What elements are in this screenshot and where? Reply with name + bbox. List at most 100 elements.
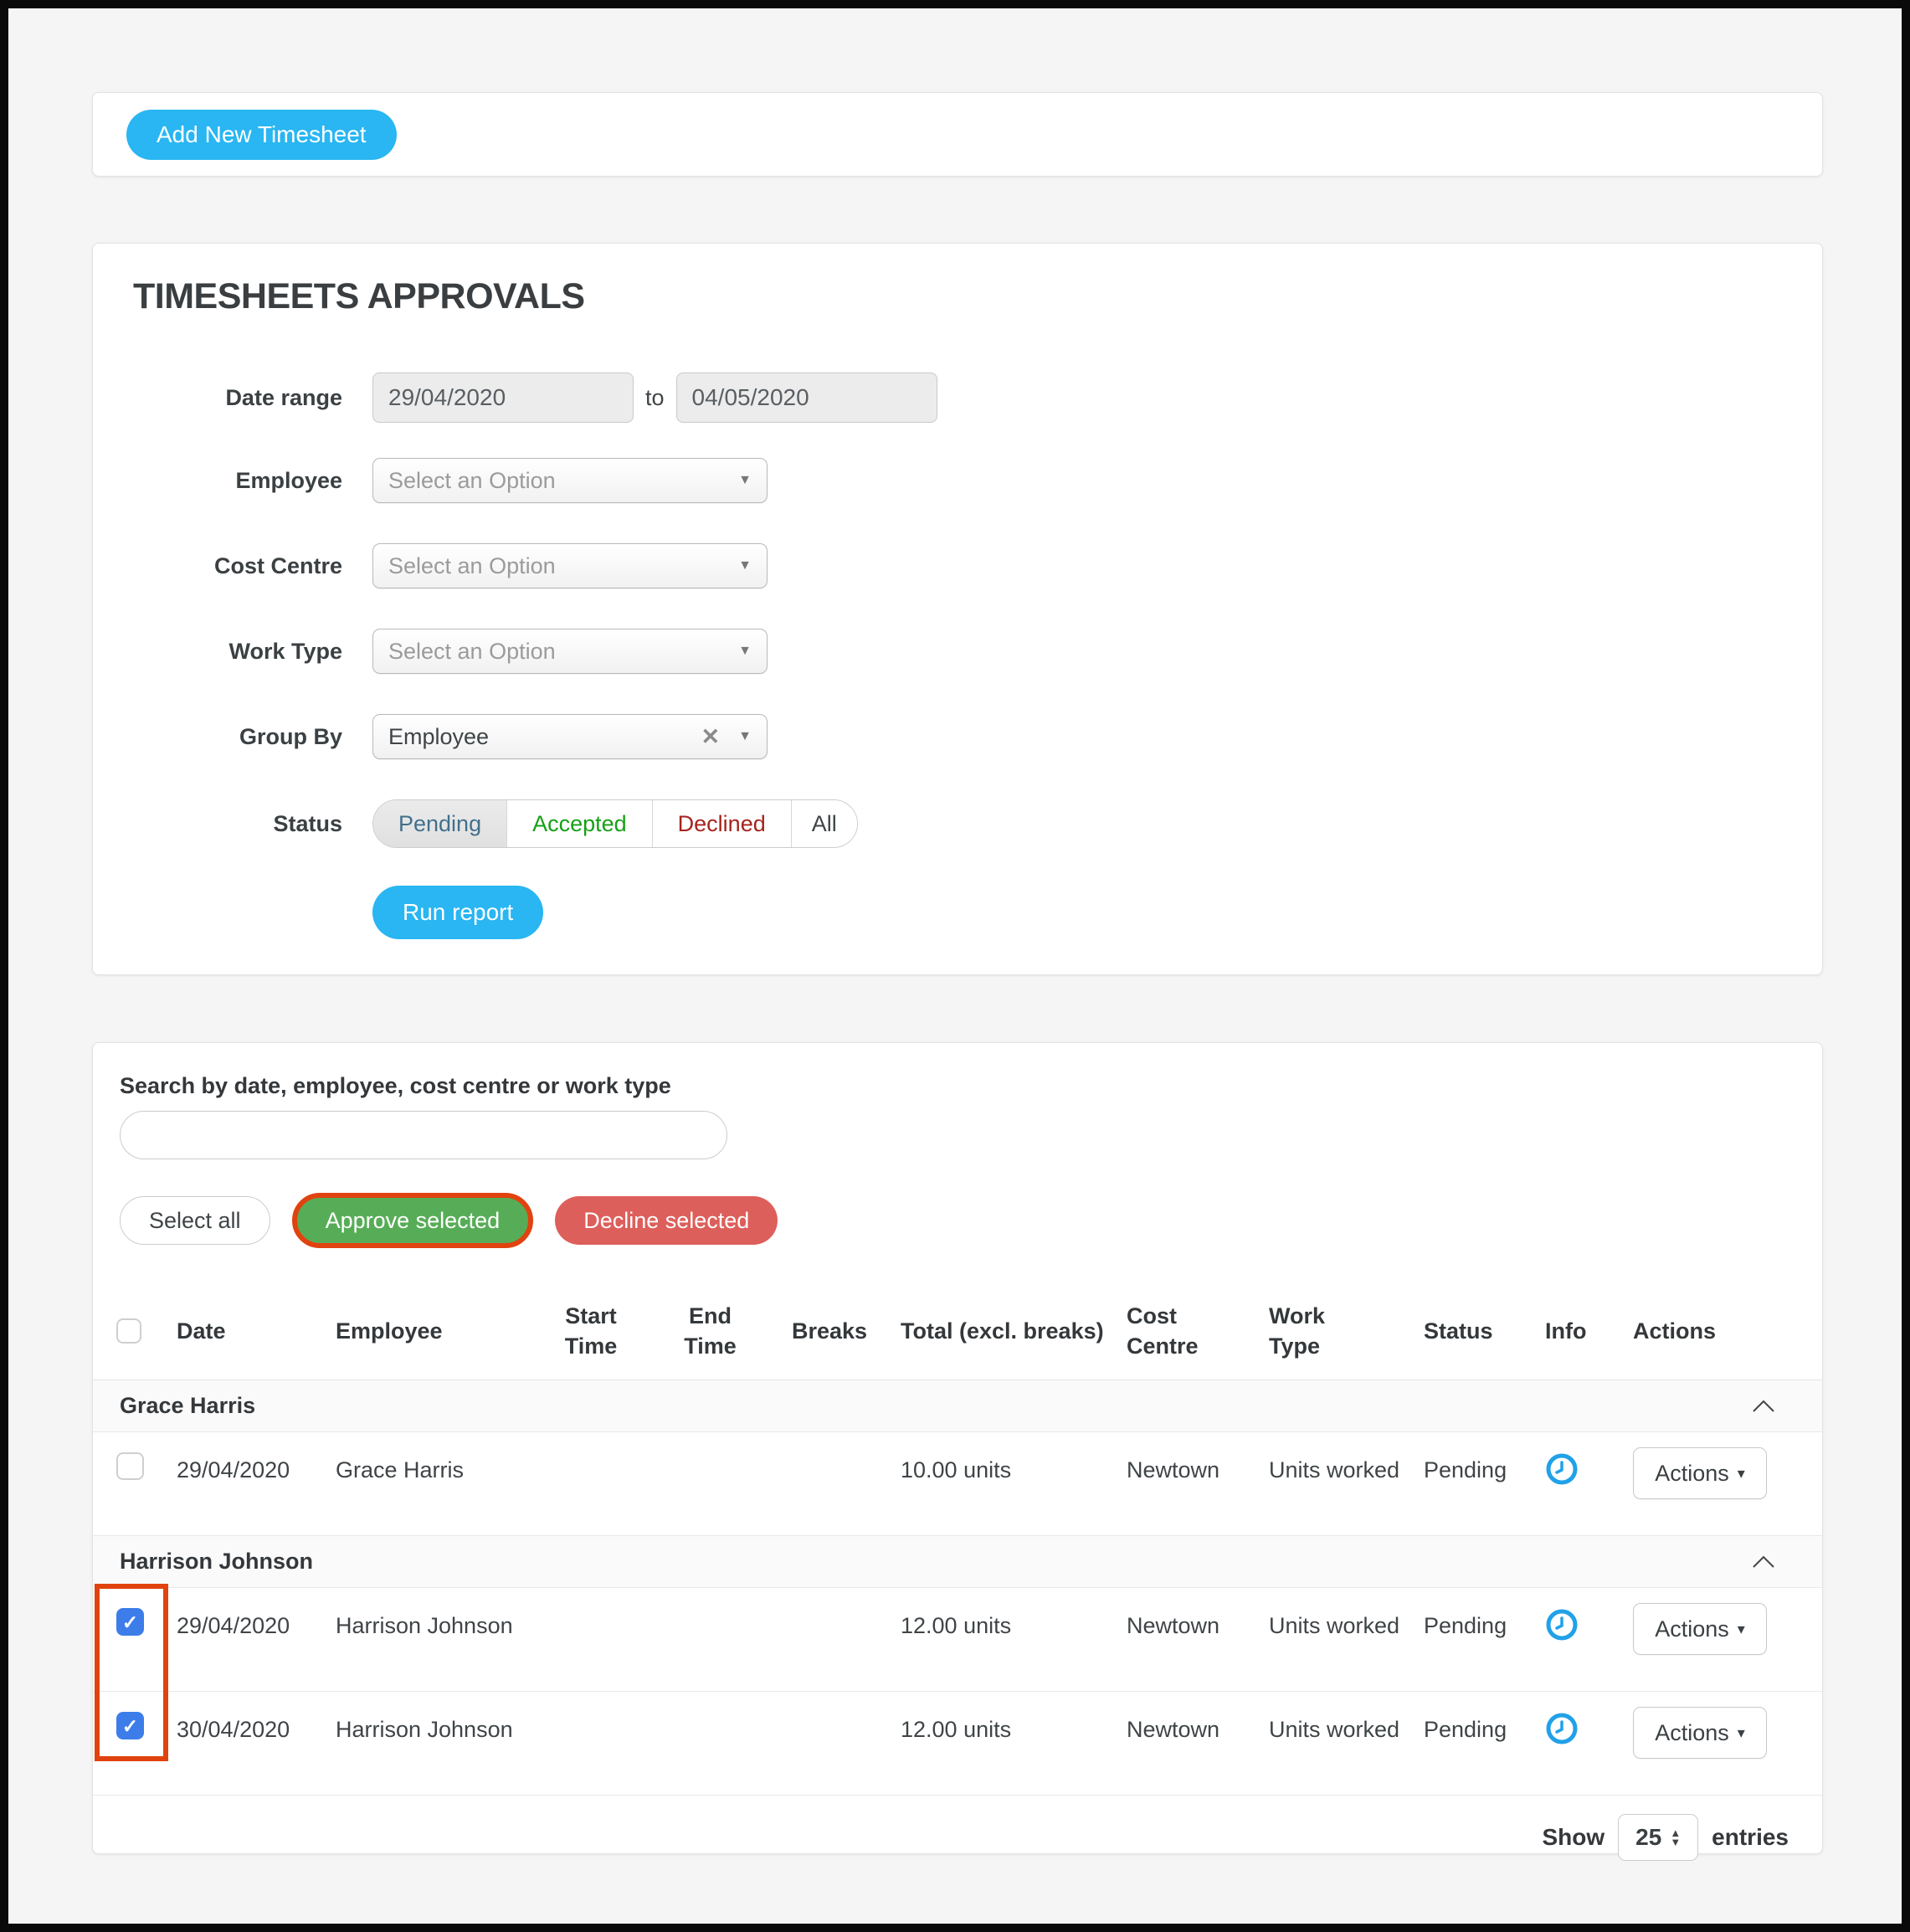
clear-icon[interactable]: ✕	[701, 723, 721, 749]
work-type-select-placeholder: Select an Option	[388, 638, 556, 664]
cell-end-time	[662, 1588, 775, 1691]
group-name: Grace Harris	[120, 1393, 256, 1418]
chevron-down-icon: ▼	[738, 473, 752, 487]
status-option-pending[interactable]: Pending	[373, 800, 507, 847]
table-row: 29/04/2020 Grace Harris 10.00 units Newt…	[93, 1432, 1822, 1536]
date-range-label: Date range	[225, 384, 342, 410]
cell-end-time	[662, 1432, 775, 1535]
employee-label: Employee	[235, 467, 342, 493]
chevron-up-icon	[1753, 1400, 1774, 1412]
col-start-time: Start Time	[564, 1303, 618, 1359]
run-report-button[interactable]: Run report	[372, 886, 544, 939]
table-row: ✓ 29/04/2020 Harrison Johnson 12.00 unit…	[93, 1588, 1822, 1692]
pagination-row: Show 25 ▲ ▼ entries	[93, 1796, 1822, 1861]
bulk-actions-row: Select all Approve selected Decline sele…	[120, 1193, 1795, 1248]
group-by-select-value: Employee	[388, 723, 490, 749]
group-name: Harrison Johnson	[120, 1549, 314, 1574]
cell-status: Pending	[1424, 1613, 1507, 1638]
add-new-timesheet-button[interactable]: Add New Timesheet	[126, 109, 397, 160]
page-title: TIMESHEETS APPROVALS	[133, 276, 585, 316]
col-work-type: Work Type	[1269, 1303, 1326, 1359]
cell-start-time	[537, 1432, 662, 1535]
row-checkbox[interactable]	[116, 1452, 144, 1480]
cell-employee: Harrison Johnson	[336, 1717, 513, 1742]
date-range-row: Date range 29/04/2020 to 04/05/2020	[133, 373, 1782, 423]
stepper-arrows-icon[interactable]: ▲ ▼	[1670, 1827, 1682, 1848]
col-employee: Employee	[336, 1318, 443, 1344]
row-actions-button[interactable]: Actions ▾	[1633, 1603, 1767, 1655]
run-report-row: Run report	[372, 886, 1782, 939]
cost-centre-row: Cost Centre Select an Option ▼	[133, 543, 1782, 588]
status-option-declined[interactable]: Declined	[651, 800, 791, 847]
status-option-all[interactable]: All	[790, 800, 857, 847]
timesheets-approvals-card: TIMESHEETS APPROVALS Date range 29/04/20…	[92, 243, 1823, 975]
decline-selected-button[interactable]: Decline selected	[555, 1196, 778, 1245]
work-type-select[interactable]: Select an Option ▼	[372, 629, 768, 674]
caret-down-icon: ▾	[1737, 1620, 1745, 1637]
group-header-harrison-johnson: Harrison Johnson	[93, 1536, 1822, 1588]
chevron-down-icon: ▼	[738, 729, 752, 743]
col-info: Info	[1545, 1318, 1587, 1344]
chevron-up-icon	[1753, 1555, 1774, 1568]
cell-cost-centre: Newtown	[1127, 1613, 1220, 1638]
status-option-accepted[interactable]: Accepted	[506, 800, 652, 847]
cell-status: Pending	[1424, 1457, 1507, 1482]
clock-info-icon[interactable]	[1545, 1712, 1579, 1745]
work-type-label: Work Type	[228, 638, 342, 664]
search-input[interactable]	[120, 1111, 727, 1159]
entries-label: entries	[1712, 1824, 1789, 1850]
cell-start-time	[537, 1588, 662, 1691]
date-from-input[interactable]: 29/04/2020	[372, 373, 634, 423]
caret-down-icon: ▾	[1737, 1464, 1745, 1482]
cell-work-type: Units worked	[1269, 1717, 1400, 1742]
cell-start-time	[537, 1692, 662, 1795]
row-checkbox-checked[interactable]: ✓	[116, 1712, 144, 1739]
clock-info-icon[interactable]	[1545, 1608, 1579, 1642]
col-actions: Actions	[1633, 1318, 1717, 1344]
table-header-row: Date Employee Start Time End Time Breaks…	[93, 1282, 1822, 1380]
select-all-checkbox[interactable]	[116, 1318, 141, 1344]
date-to-input[interactable]: 04/05/2020	[675, 373, 937, 423]
employee-select-placeholder: Select an Option	[388, 467, 556, 493]
group-header-grace-harris: Grace Harris	[93, 1380, 1822, 1432]
cell-total: 10.00 units	[901, 1457, 1012, 1482]
collapse-group-button[interactable]	[1752, 1400, 1775, 1413]
caret-down-icon: ▾	[1737, 1724, 1745, 1741]
page-size-stepper[interactable]: 25 ▲ ▼	[1618, 1814, 1699, 1861]
cell-work-type: Units worked	[1269, 1457, 1400, 1482]
cell-cost-centre: Newtown	[1127, 1457, 1220, 1482]
row-actions-button[interactable]: Actions ▾	[1633, 1707, 1767, 1759]
col-breaks: Breaks	[791, 1318, 868, 1344]
collapse-group-button[interactable]	[1752, 1555, 1775, 1569]
add-timesheet-card: Add New Timesheet	[92, 92, 1823, 177]
cell-cost-centre: Newtown	[1127, 1717, 1220, 1742]
row-checkbox-checked[interactable]: ✓	[116, 1608, 144, 1636]
cell-date: 29/04/2020	[177, 1613, 290, 1638]
group-by-row: Group By Employee ✕ ▼	[133, 714, 1782, 759]
timesheets-table: Date Employee Start Time End Time Breaks…	[93, 1282, 1822, 1796]
clock-info-icon[interactable]	[1545, 1452, 1579, 1486]
results-card: Search by date, employee, cost centre or…	[92, 1042, 1823, 1861]
cell-breaks	[775, 1588, 901, 1691]
group-by-select[interactable]: Employee ✕ ▼	[372, 714, 768, 759]
chevron-down-icon: ▼	[738, 644, 752, 658]
cell-total: 12.00 units	[901, 1613, 1012, 1638]
select-all-button[interactable]: Select all	[120, 1196, 270, 1245]
status-label: Status	[273, 810, 342, 836]
cell-status: Pending	[1424, 1717, 1507, 1742]
col-total: Total (excl. breaks)	[901, 1318, 1104, 1344]
status-row: Status Pending Accepted Declined All	[133, 799, 1782, 848]
row-actions-button[interactable]: Actions ▾	[1633, 1447, 1767, 1499]
cost-centre-select[interactable]: Select an Option ▼	[372, 543, 768, 588]
cell-employee: Harrison Johnson	[336, 1613, 513, 1638]
cell-date: 29/04/2020	[177, 1457, 290, 1482]
cost-centre-label: Cost Centre	[213, 552, 342, 578]
cell-employee: Grace Harris	[336, 1457, 465, 1482]
date-range-separator: to	[645, 384, 665, 410]
cell-total: 12.00 units	[901, 1717, 1012, 1742]
employee-select[interactable]: Select an Option ▼	[372, 458, 768, 503]
approve-selected-button[interactable]: Approve selected	[291, 1193, 534, 1248]
employee-row: Employee Select an Option ▼	[133, 458, 1782, 503]
cell-end-time	[662, 1692, 775, 1795]
